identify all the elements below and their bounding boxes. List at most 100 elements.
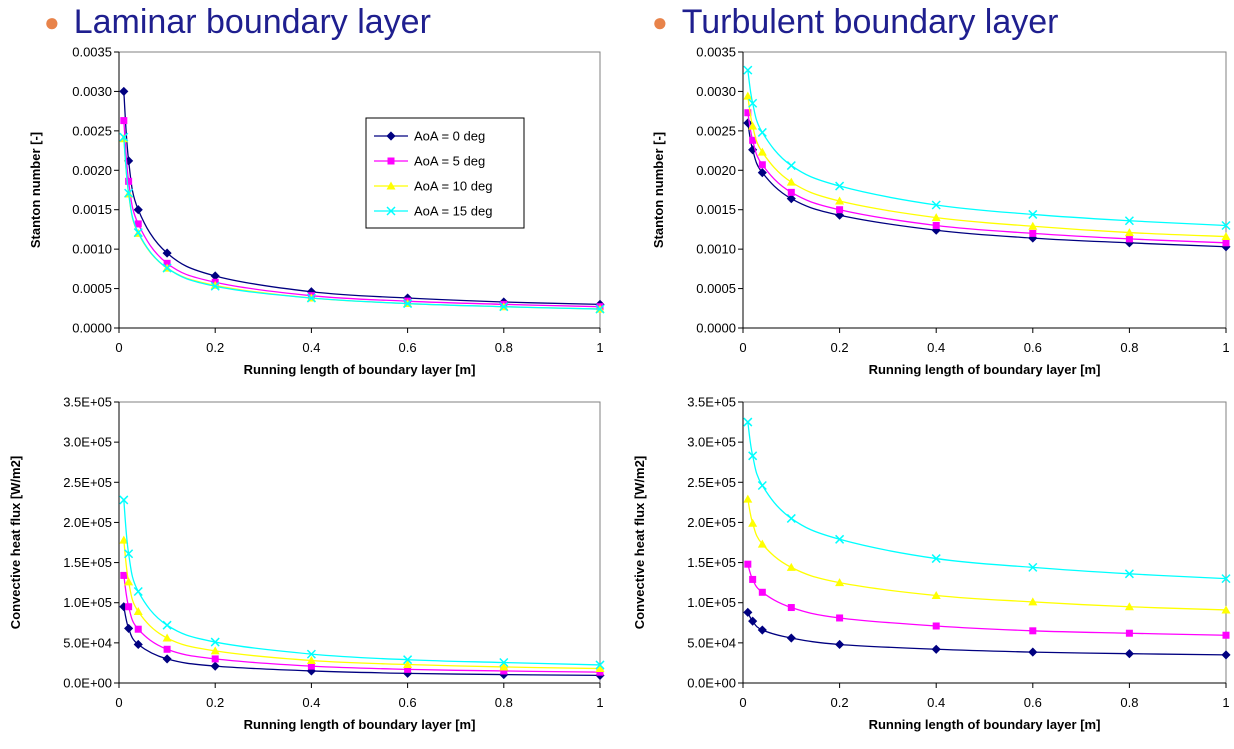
- y-tick-label: 0.0015: [696, 202, 736, 217]
- x-tick-label: 0.6: [399, 695, 417, 710]
- y-tick-label: 2.0E+05: [63, 515, 112, 530]
- data-point-triangle: [1028, 597, 1038, 606]
- data-point-square: [125, 603, 133, 611]
- data-point-square: [134, 220, 142, 228]
- y-tick-label: 0.0015: [72, 202, 112, 217]
- data-point-triangle: [743, 91, 753, 100]
- data-point-diamond: [119, 86, 129, 96]
- data-point-triangle: [1124, 602, 1134, 611]
- data-point-x-stroke-b: [1028, 209, 1038, 219]
- data-point-x: [403, 299, 413, 309]
- series-line-0: [747, 122, 1227, 248]
- y-tick-label: 0.0000: [696, 321, 736, 336]
- series-line-2: [747, 499, 1227, 611]
- data-point-square: [749, 136, 757, 144]
- data-point-x: [119, 132, 129, 142]
- data-point-diamond: [210, 661, 220, 671]
- data-point-x-stroke-b: [1221, 574, 1231, 584]
- data-point-x-stroke-b: [595, 660, 605, 670]
- y-tick-label: 1.5E+05: [687, 555, 736, 570]
- y-tick-label: 2.5E+05: [63, 475, 112, 490]
- data-point-diamond: [1028, 647, 1038, 657]
- data-point-square: [836, 206, 844, 214]
- heading-turbulent-text: Turbulent boundary layer: [681, 2, 1059, 41]
- x-tick-label: 0.2: [831, 695, 849, 710]
- legend-marker-triangle: [386, 181, 396, 190]
- y-tick-label: 0.0035: [696, 45, 736, 60]
- data-point-square: [1029, 229, 1037, 237]
- data-point-x-stroke-b: [835, 181, 845, 191]
- data-point-x-stroke-b: [133, 228, 143, 238]
- data-point-diamond: [786, 633, 796, 643]
- data-point-x-stroke-b: [757, 127, 767, 137]
- data-point-square: [787, 188, 795, 196]
- data-point-x: [1221, 220, 1231, 231]
- data-point-diamond: [1221, 650, 1231, 660]
- x-axis-label: Running length of boundary layer [m]: [244, 362, 476, 377]
- data-point-x: [1221, 574, 1231, 584]
- x-tick-label: 0.2: [206, 695, 224, 710]
- data-point-square: [758, 161, 766, 169]
- x-tick-label: 0: [115, 340, 122, 355]
- data-point-x-stroke-b: [1221, 220, 1231, 231]
- data-point-x: [1124, 216, 1134, 226]
- data-point-diamond: [835, 210, 845, 220]
- legend-marker-x: [386, 206, 396, 216]
- chart-turbulent-heatflux: 0.0E+00 5.0E+04 1.0E+05 1.5E+05 2.0E+05 2.5E+…: [632, 395, 1231, 732]
- data-point-x-stroke-b: [162, 620, 172, 630]
- data-point-triangle: [1124, 228, 1134, 237]
- data-point-diamond: [748, 616, 758, 626]
- x-axis-label: Running length of boundary layer [m]: [869, 362, 1101, 377]
- series-line-1: [747, 112, 1227, 244]
- data-point-triangle: [1221, 605, 1231, 614]
- data-point-square: [758, 588, 766, 596]
- data-point-x: [757, 127, 767, 137]
- series-line-0: [123, 606, 601, 677]
- data-point-triangle: [931, 590, 941, 599]
- y-tick-label: 2.0E+05: [687, 515, 736, 530]
- x-tick-label: 0: [115, 695, 122, 710]
- x-tick-label: 1: [1222, 340, 1229, 355]
- heading-laminar-text: Laminar boundary layer: [73, 2, 431, 41]
- y-tick-label: 0.0010: [696, 242, 736, 257]
- data-point-square: [120, 571, 128, 579]
- series-line-2: [123, 540, 601, 670]
- x-tick-label: 1: [596, 695, 603, 710]
- series-line-3: [747, 70, 1227, 227]
- data-point-x-stroke-b: [210, 281, 220, 291]
- data-point-x-stroke-b: [403, 655, 413, 665]
- data-point-square: [787, 604, 795, 612]
- heading-turbulent: ● Turbulent boundary layer: [652, 2, 1058, 42]
- data-point-x-stroke-b: [1028, 562, 1038, 572]
- data-point-square: [307, 662, 315, 670]
- data-point-square: [1222, 239, 1230, 247]
- data-point-x: [162, 620, 172, 630]
- legend-label: AoA = 15 deg: [414, 204, 492, 219]
- data-point-x: [119, 495, 129, 505]
- bullet-icon: ●: [44, 6, 60, 37]
- data-point-x: [748, 451, 758, 461]
- data-point-x-stroke-b: [757, 480, 767, 491]
- x-tick-label: 0.2: [831, 340, 849, 355]
- data-point-x-stroke-b: [124, 188, 134, 198]
- x-axis-label: Running length of boundary layer [m]: [244, 717, 476, 732]
- heading-laminar: ● Laminar boundary layer: [44, 2, 431, 42]
- x-tick-label: 0: [739, 695, 746, 710]
- data-point-x-stroke-b: [306, 293, 316, 303]
- y-tick-label: 0.0000: [72, 321, 112, 336]
- data-point-x: [124, 188, 134, 198]
- data-point-x: [1028, 562, 1038, 572]
- series-line-0: [747, 612, 1227, 656]
- series-line-3: [747, 421, 1227, 580]
- y-tick-label: 0.0020: [696, 163, 736, 178]
- data-point-triangle: [835, 196, 845, 205]
- data-point-square: [836, 614, 844, 622]
- data-point-triangle: [757, 539, 767, 548]
- data-point-x: [210, 637, 220, 647]
- data-point-square: [211, 655, 219, 663]
- x-tick-label: 0.8: [495, 340, 513, 355]
- data-point-x-stroke-b: [210, 637, 220, 647]
- data-point-triangle: [124, 577, 134, 586]
- data-point-triangle: [133, 607, 143, 616]
- data-point-square: [932, 622, 940, 630]
